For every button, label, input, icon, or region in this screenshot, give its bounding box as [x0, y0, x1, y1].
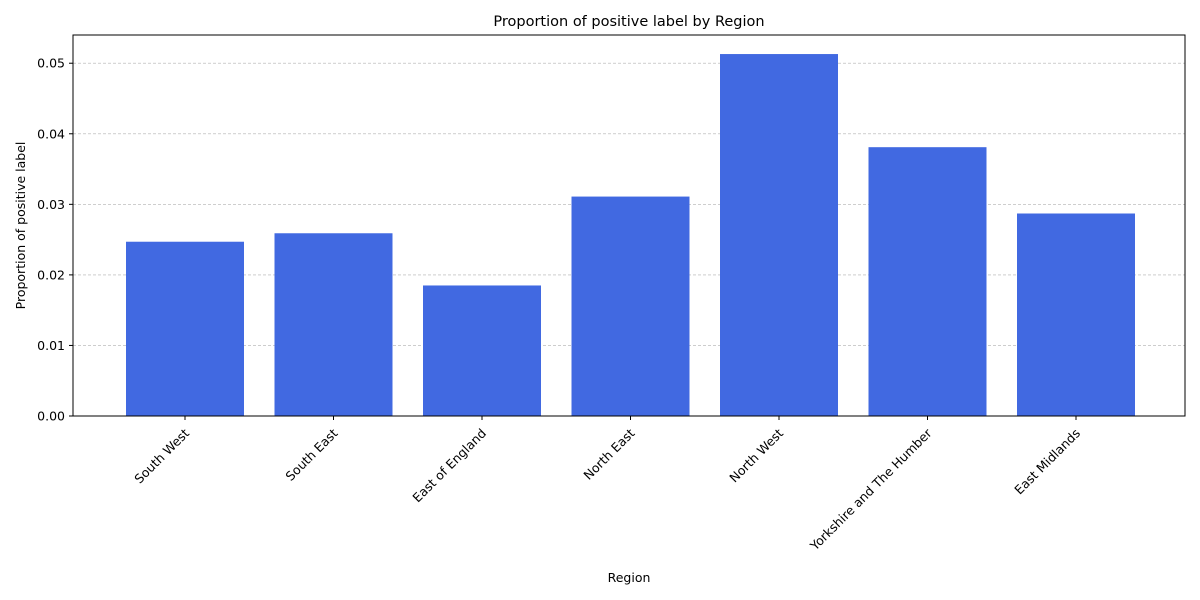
x-tick-label: Yorkshire and The Humber [806, 425, 935, 554]
bar-yorkshire-and-the-humber [868, 147, 987, 416]
x-tick-label: South West [131, 425, 192, 486]
y-tick-label: 0.02 [37, 267, 65, 282]
y-axis-ticks: 0.00 0.01 0.02 0.03 0.04 0.05 [37, 56, 73, 424]
bar-north-west [720, 54, 838, 417]
bar-south-east [274, 233, 393, 416]
bar-south-west [126, 241, 244, 416]
bar-east-of-england [423, 285, 541, 416]
bars [126, 54, 1135, 417]
y-axis-label: Proportion of positive label [13, 142, 28, 310]
x-tick-label: East of England [409, 426, 489, 506]
bar-north-east [571, 196, 690, 416]
x-axis-ticks: South West South East East of England North… [131, 416, 1083, 554]
x-tick-label: South East [282, 425, 340, 483]
x-tick-label: North West [726, 425, 786, 485]
x-tick-label: North East [580, 425, 637, 482]
y-tick-label: 0.05 [37, 56, 65, 71]
y-tick-label: 0.01 [37, 338, 65, 353]
x-axis-label: Region [608, 570, 651, 585]
x-tick-label: East Midlands [1011, 426, 1083, 498]
chart-title: Proportion of positive label by Region [493, 14, 764, 30]
y-tick-label: 0.03 [37, 197, 65, 212]
bar-east-midlands [1017, 213, 1135, 416]
y-tick-label: 0.04 [37, 126, 65, 141]
plot-frame [72, 34, 1186, 417]
y-tick-label: 0.00 [37, 409, 65, 424]
